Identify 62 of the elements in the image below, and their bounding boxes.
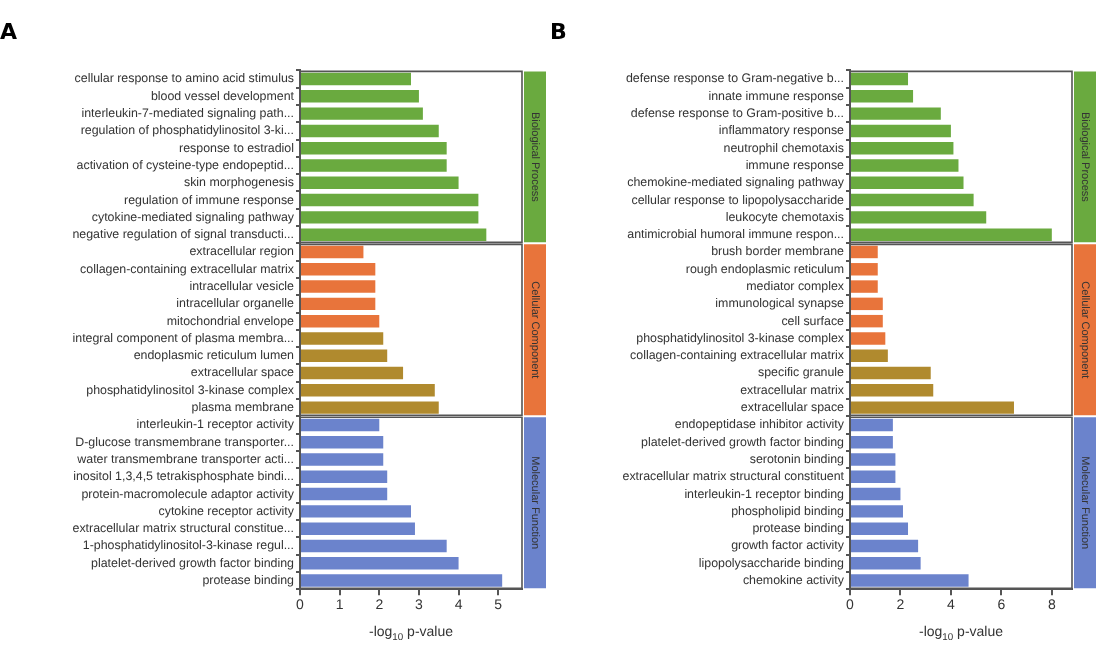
bar (851, 401, 1014, 414)
bar (851, 505, 903, 518)
bar (851, 263, 878, 276)
bar (301, 159, 447, 172)
bar (851, 280, 878, 293)
bar (301, 332, 384, 345)
text: B (550, 18, 567, 45)
bar (851, 141, 954, 155)
bar (851, 487, 901, 501)
bar (301, 245, 364, 259)
bar (301, 453, 384, 466)
bar (301, 401, 439, 414)
bar (301, 263, 376, 276)
bar (301, 574, 503, 587)
bar (851, 332, 886, 345)
bar (301, 314, 380, 328)
bar (301, 487, 388, 501)
bar (301, 539, 447, 553)
text: A (0, 18, 18, 45)
bar (301, 193, 479, 207)
bar (301, 557, 459, 570)
bar (851, 470, 896, 484)
bar (301, 280, 376, 293)
bar (851, 193, 974, 207)
bar (851, 72, 909, 86)
bar (301, 228, 487, 241)
bar (851, 418, 893, 432)
bar (851, 176, 964, 190)
bar (851, 384, 934, 397)
bar (301, 418, 380, 432)
bar (851, 453, 896, 466)
bar (301, 435, 384, 449)
bar (301, 124, 439, 138)
bar (301, 211, 479, 224)
bar (301, 176, 459, 190)
bar (851, 90, 914, 103)
bar (851, 245, 878, 259)
bar (301, 470, 388, 484)
bar (851, 211, 987, 224)
bar (301, 141, 447, 155)
bar (851, 557, 921, 570)
bar (301, 522, 415, 535)
bar (851, 159, 959, 172)
bar (851, 349, 888, 362)
bar (851, 228, 1052, 241)
bar (851, 107, 941, 120)
bar (301, 505, 411, 518)
bar (301, 90, 419, 103)
bar (301, 384, 435, 397)
bar (851, 314, 883, 328)
bar (851, 297, 883, 311)
bar (301, 297, 376, 311)
bar (851, 435, 893, 449)
bar (301, 72, 411, 86)
bar (301, 107, 423, 120)
bar (301, 349, 388, 362)
bar (851, 366, 931, 380)
bar (851, 124, 951, 138)
bar (301, 366, 404, 380)
bar (851, 539, 919, 553)
bar (851, 522, 909, 535)
bar (851, 574, 969, 587)
